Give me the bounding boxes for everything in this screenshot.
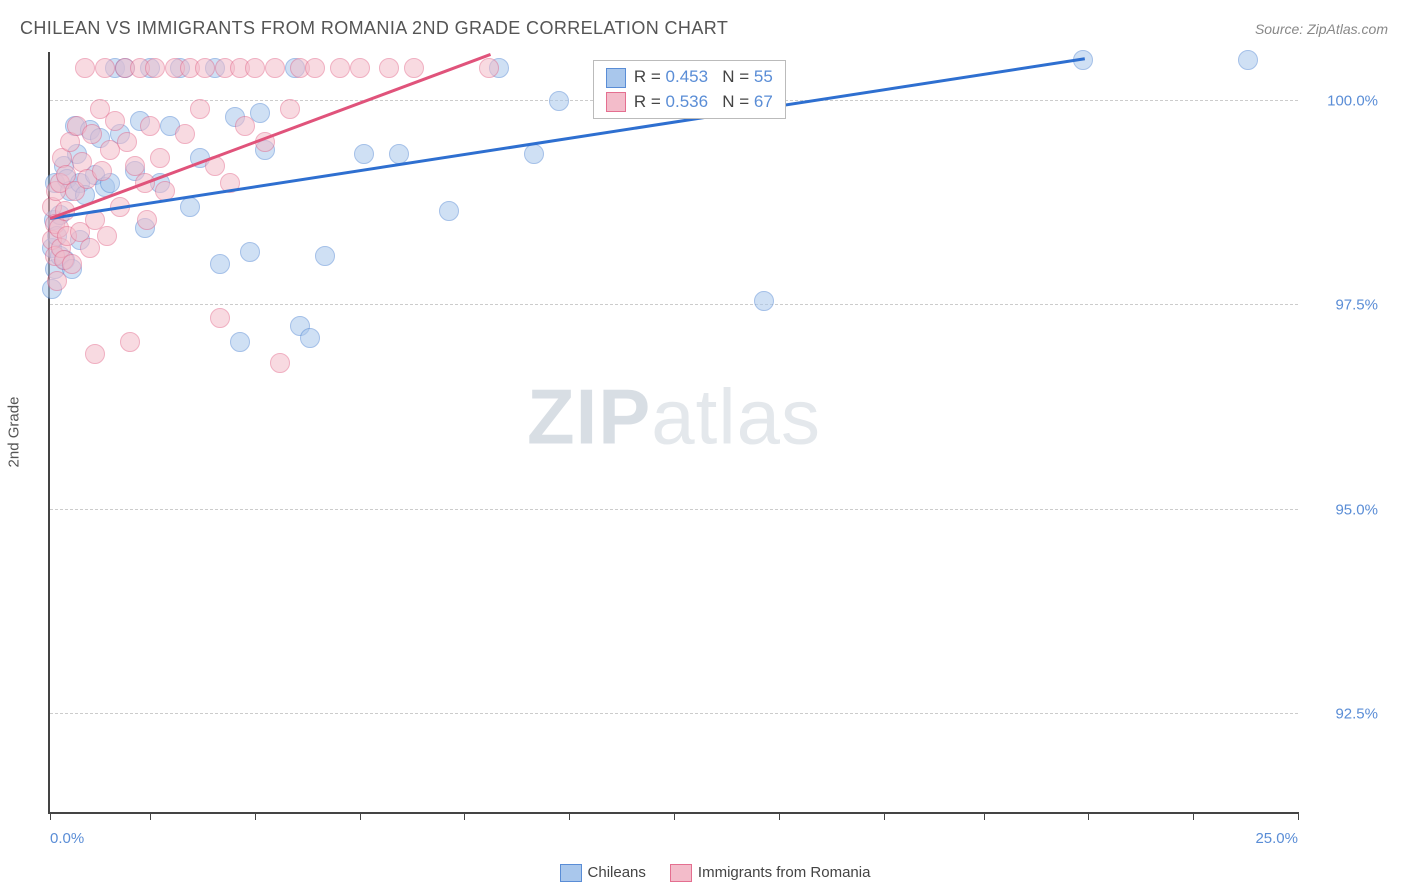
x-tick xyxy=(464,812,465,820)
scatter-point xyxy=(75,58,95,78)
scatter-point xyxy=(210,308,230,328)
source-label: Source: ZipAtlas.com xyxy=(1255,21,1388,37)
x-tick xyxy=(1088,812,1089,820)
scatter-point xyxy=(330,58,350,78)
x-tick xyxy=(884,812,885,820)
scatter-point xyxy=(549,91,569,111)
scatter-point xyxy=(235,116,255,136)
regression-line xyxy=(50,57,1085,219)
scatter-point xyxy=(354,144,374,164)
scatter-point xyxy=(47,271,67,291)
scatter-point xyxy=(265,58,285,78)
scatter-point xyxy=(245,58,265,78)
scatter-point xyxy=(97,226,117,246)
scatter-point xyxy=(150,148,170,168)
x-tick xyxy=(1193,812,1194,820)
x-tick xyxy=(150,812,151,820)
scatter-point xyxy=(92,161,112,181)
y-tick-label: 97.5% xyxy=(1308,297,1378,314)
x-tick-label: 25.0% xyxy=(1255,830,1298,847)
x-tick xyxy=(255,812,256,820)
scatter-point xyxy=(210,254,230,274)
legend-swatch xyxy=(560,864,582,882)
scatter-point xyxy=(82,124,102,144)
gridline xyxy=(50,713,1298,714)
scatter-point xyxy=(270,353,290,373)
chart-title: CHILEAN VS IMMIGRANTS FROM ROMANIA 2ND G… xyxy=(20,18,728,39)
stats-box: R = 0.453 N = 55R = 0.536 N = 67 xyxy=(593,60,786,119)
scatter-point xyxy=(315,246,335,266)
scatter-point xyxy=(95,58,115,78)
scatter-point xyxy=(1238,50,1258,70)
y-tick-label: 100.0% xyxy=(1308,93,1378,110)
x-tick xyxy=(779,812,780,820)
legend-label: Chileans xyxy=(588,864,646,881)
scatter-point xyxy=(85,344,105,364)
scatter-point xyxy=(195,58,215,78)
scatter-point xyxy=(80,238,100,258)
x-tick xyxy=(674,812,675,820)
scatter-point xyxy=(120,332,140,352)
gridline xyxy=(50,304,1298,305)
legend-swatch xyxy=(670,864,692,882)
scatter-point xyxy=(230,332,250,352)
stats-row: R = 0.453 N = 55 xyxy=(606,65,773,90)
watermark: ZIPatlas xyxy=(527,371,821,462)
scatter-point xyxy=(175,124,195,144)
stats-row: R = 0.536 N = 67 xyxy=(606,90,773,115)
scatter-point xyxy=(379,58,399,78)
scatter-point xyxy=(140,116,160,136)
legend: Chileans Immigrants from Romania xyxy=(0,864,1406,882)
scatter-point xyxy=(439,201,459,221)
scatter-point xyxy=(350,58,370,78)
y-tick-label: 95.0% xyxy=(1308,501,1378,518)
x-tick xyxy=(1298,812,1299,820)
gridline xyxy=(50,509,1298,510)
scatter-point xyxy=(62,254,82,274)
scatter-point xyxy=(479,58,499,78)
scatter-point xyxy=(117,132,137,152)
scatter-point xyxy=(137,210,157,230)
x-tick xyxy=(984,812,985,820)
plot-area: 2nd Grade ZIPatlas 92.5%95.0%97.5%100.0%… xyxy=(48,52,1298,814)
scatter-point xyxy=(145,58,165,78)
scatter-point xyxy=(105,111,125,131)
scatter-point xyxy=(240,242,260,262)
x-tick-label: 0.0% xyxy=(50,830,84,847)
scatter-point xyxy=(404,58,424,78)
scatter-point xyxy=(524,144,544,164)
x-tick xyxy=(360,812,361,820)
x-tick xyxy=(50,812,51,820)
scatter-point xyxy=(280,99,300,119)
legend-label: Immigrants from Romania xyxy=(698,864,871,881)
scatter-point xyxy=(305,58,325,78)
scatter-point xyxy=(190,99,210,119)
y-axis-label: 2nd Grade xyxy=(6,397,23,468)
scatter-point xyxy=(180,197,200,217)
x-tick xyxy=(569,812,570,820)
y-tick-label: 92.5% xyxy=(1308,705,1378,722)
scatter-point xyxy=(754,291,774,311)
scatter-point xyxy=(300,328,320,348)
